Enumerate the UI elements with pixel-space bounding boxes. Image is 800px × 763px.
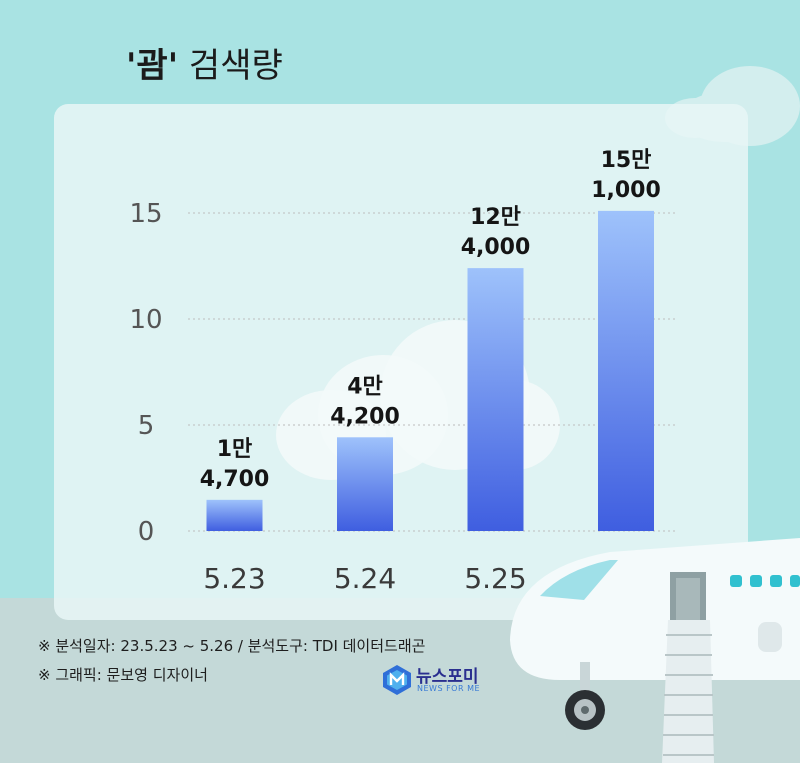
footnote-graphic: ※ 그래픽: 문보영 디자이너 bbox=[38, 666, 208, 684]
title-quoted: '괌' bbox=[126, 46, 179, 86]
y-tick-label: 10 bbox=[129, 305, 162, 335]
chart-title: '괌' 검색량 bbox=[126, 38, 283, 87]
x-tick-label: 5.24 bbox=[334, 562, 396, 595]
data-label: 4,200 bbox=[330, 404, 400, 429]
logo-tagline: NEWS FOR ME bbox=[417, 684, 481, 693]
y-tick-label: 15 bbox=[129, 199, 162, 229]
data-label: 15만 bbox=[601, 148, 652, 173]
bar-5.25 bbox=[467, 268, 524, 531]
bar-5.26 bbox=[598, 210, 654, 531]
logo-name: 뉴스포미 bbox=[416, 667, 479, 687]
logo-hexagon-icon bbox=[383, 665, 411, 695]
bars bbox=[206, 210, 654, 531]
data-label: 4만 bbox=[347, 374, 383, 399]
bar-5.24 bbox=[337, 437, 393, 531]
footnotes: ※ 분석일자: 23.5.23 ~ 5.26 / 분석도구: TDI 데이터드래… bbox=[38, 632, 425, 690]
x-tick-label: 5.25 bbox=[464, 562, 526, 595]
x-tick-label: 5.23 bbox=[203, 562, 265, 595]
data-label: 12만 bbox=[470, 205, 521, 230]
data-label: 4,000 bbox=[461, 235, 531, 260]
y-tick-label: 0 bbox=[138, 517, 155, 547]
grid-layer bbox=[188, 212, 676, 532]
data-label: 1,000 bbox=[591, 178, 661, 203]
data-labels: 1만 4,700 4만 4,200 12만 4,000 15만 1,000 bbox=[200, 148, 661, 492]
y-axis: 0 5 10 15 bbox=[129, 199, 162, 547]
airplane-illustration bbox=[510, 538, 800, 763]
title-rest: 검색량 bbox=[178, 46, 283, 86]
y-tick-label: 5 bbox=[138, 411, 155, 441]
bar-5.23 bbox=[206, 499, 263, 531]
data-label: 4,700 bbox=[200, 467, 270, 492]
footnote-analysis: ※ 분석일자: 23.5.23 ~ 5.26 / 분석도구: TDI 데이터드래… bbox=[38, 637, 426, 655]
data-label: 1만 bbox=[217, 437, 253, 462]
